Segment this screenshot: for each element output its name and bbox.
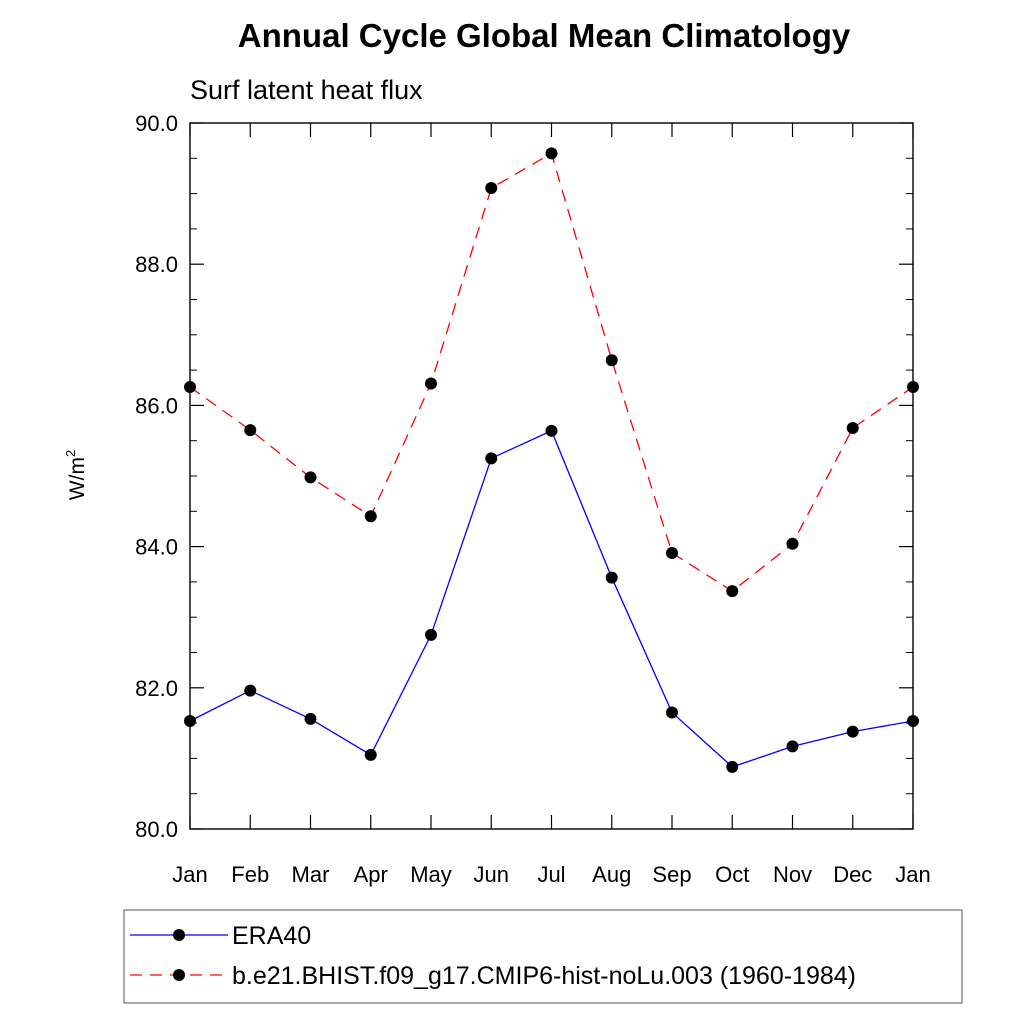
data-point-era40	[304, 712, 317, 725]
y-tick-label: 84.0	[135, 535, 178, 560]
data-point-era40	[726, 760, 739, 773]
chart-subtitle: Surf latent heat flux	[190, 75, 423, 105]
series-line-era40	[189, 429, 914, 768]
data-point-cmip6	[786, 537, 799, 550]
data-point-era40	[666, 706, 678, 719]
data-point-era40	[846, 725, 859, 738]
legend-label-cmip6: b.e21.BHIST.f09_g17.CMIP6-hist-noLu.003 …	[232, 962, 856, 990]
x-tick-label: Dec	[833, 862, 872, 887]
series-markers	[184, 147, 919, 773]
x-tick-label: Oct	[715, 862, 749, 887]
data-point-era40	[545, 424, 558, 437]
x-tick-label: Feb	[231, 862, 269, 887]
data-point-cmip6	[545, 147, 558, 160]
x-tick-label: Apr	[354, 862, 388, 887]
y-tick-label: 82.0	[135, 676, 178, 701]
data-point-cmip6	[244, 424, 257, 437]
x-tick-label: Nov	[773, 862, 812, 887]
legend-swatch-marker-cmip6	[173, 969, 185, 981]
legend-box	[123, 909, 963, 1004]
y-axis-label-base: W/m	[66, 457, 89, 500]
data-point-cmip6	[726, 585, 739, 598]
x-tick-label: Jan	[172, 862, 207, 887]
x-tick-label: Jul	[537, 862, 565, 887]
x-tick-label: Sep	[652, 862, 691, 887]
data-point-era40	[786, 740, 799, 753]
minor-ticks	[190, 157, 913, 795]
data-point-cmip6	[846, 421, 859, 434]
major-ticks	[189, 122, 914, 830]
y-tick-labels: 80.0 82.0 84.0 86.0 88.0 90.0	[135, 111, 178, 842]
legend-label-era40: ERA40	[232, 922, 311, 950]
series-lines	[189, 152, 914, 768]
y-axis-label: W/m2	[63, 450, 89, 500]
x-tick-label: May	[410, 862, 452, 887]
y-tick-label: 86.0	[135, 393, 178, 418]
data-point-era40	[485, 452, 498, 465]
data-point-cmip6	[425, 377, 437, 390]
data-point-cmip6	[485, 181, 498, 194]
y-tick-label: 90.0	[135, 111, 178, 136]
data-point-era40	[364, 748, 377, 761]
data-point-era40	[605, 571, 618, 584]
legend-swatch-marker-era40	[173, 929, 185, 941]
legend: ERA40 b.e21.BHIST.f09_g17.CMIP6-hist-noL…	[123, 909, 963, 1004]
y-axis-label-superscript: 2	[63, 450, 78, 457]
y-tick-label: 80.0	[135, 817, 178, 842]
data-point-cmip6	[304, 471, 317, 484]
data-point-cmip6	[666, 546, 678, 559]
data-point-cmip6	[605, 354, 618, 367]
x-tick-labels: Jan Feb Mar Apr May Jun Jul Aug Sep Oct Nov Dec Jan	[172, 862, 930, 887]
chart-title: Annual Cycle Global Mean Climatology	[238, 17, 851, 54]
x-tick-label: Jan	[895, 862, 930, 887]
plot-frame	[189, 122, 914, 830]
data-point-era40	[425, 628, 437, 641]
data-point-era40	[244, 684, 257, 697]
series-line-cmip6	[189, 152, 914, 592]
x-tick-label: Mar	[292, 862, 330, 887]
y-tick-label: 88.0	[135, 252, 178, 277]
x-tick-label: Jun	[474, 862, 509, 887]
x-tick-label: Aug	[592, 862, 631, 887]
data-point-cmip6	[364, 510, 377, 523]
